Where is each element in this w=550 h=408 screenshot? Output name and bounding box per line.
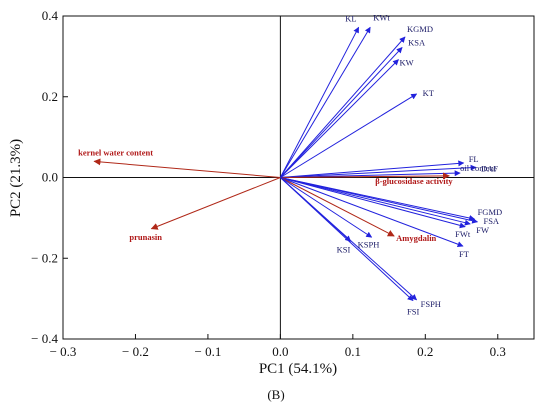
loading-label: KSA <box>408 37 426 47</box>
loading-label: FSPH <box>421 299 441 309</box>
loading-arrow <box>280 59 399 178</box>
loading-arrow <box>280 47 403 178</box>
loading-label: KSI <box>337 244 351 254</box>
loading-label: FSA <box>483 216 499 226</box>
x-tick-label: 0.3 <box>490 344 506 359</box>
y-tick-label: − 0.4 <box>31 331 58 346</box>
x-tick-label: − 0.1 <box>195 344 222 359</box>
loading-arrow <box>280 172 450 180</box>
x-axis-title: PC1 (54.1%) <box>259 361 337 377</box>
loading-arrow <box>279 26 360 178</box>
loading-arrow <box>280 177 471 226</box>
loading-label: FT <box>459 249 470 259</box>
y-axis-title: PC2 (21.3%) <box>8 139 24 217</box>
loading-arrow <box>280 177 464 248</box>
x-tick-label: 0.2 <box>417 344 433 359</box>
loading-label: KGMD <box>407 24 433 34</box>
loading-arrow <box>280 177 395 237</box>
loading-label: KW <box>399 58 413 68</box>
loading-label: FGMD <box>478 207 503 217</box>
loading-label: KT <box>423 88 435 98</box>
x-tick-label: 0.0 <box>272 344 288 359</box>
loading-label: FSI <box>407 307 419 317</box>
loading-label: FW <box>476 225 489 235</box>
loading-label: DAF <box>481 163 498 173</box>
loading-label: prunasin <box>129 232 162 242</box>
loading-arrow <box>93 158 281 178</box>
loading-label: KL <box>345 13 356 23</box>
y-tick-label: − 0.2 <box>31 250 58 265</box>
loading-label: KWt <box>373 12 390 22</box>
loading-label: oil content <box>460 163 497 173</box>
y-tick-label: 0.0 <box>42 170 58 185</box>
y-tick-label: 0.4 <box>42 8 59 23</box>
loading-label: FL <box>469 154 479 164</box>
panel-label: (B) <box>267 387 284 402</box>
loading-arrow <box>280 36 406 178</box>
loading-arrow <box>150 177 281 230</box>
y-axis-ticks: − 0.4 − 0.2 0.0 0.2 0.4 <box>31 8 68 346</box>
loading-label: FWt <box>455 229 471 239</box>
loading-label: kernel water content <box>78 147 153 157</box>
loading-arrow <box>280 93 418 178</box>
x-tick-label: 0.1 <box>345 344 361 359</box>
loading-arrow <box>280 177 466 229</box>
x-tick-label: − 0.2 <box>122 344 149 359</box>
x-tick-label: − 0.3 <box>50 344 77 359</box>
loading-arrow <box>280 164 477 178</box>
loading-arrow <box>280 177 373 238</box>
loading-arrow <box>279 26 371 178</box>
loading-arrow <box>280 177 418 301</box>
loading-arrow <box>280 177 479 224</box>
loading-label: β-glucosidase activity <box>375 176 453 186</box>
loading-vectors <box>93 26 479 302</box>
loading-arrow <box>280 160 465 178</box>
loading-label: KSPH <box>358 239 380 249</box>
y-tick-label: 0.2 <box>42 89 58 104</box>
loading-label: Amygdalin <box>396 233 436 243</box>
x-axis-ticks: − 0.3 − 0.2 − 0.1 0.0 0.1 0.2 0.3 <box>50 334 506 359</box>
loading-arrow <box>280 177 414 302</box>
